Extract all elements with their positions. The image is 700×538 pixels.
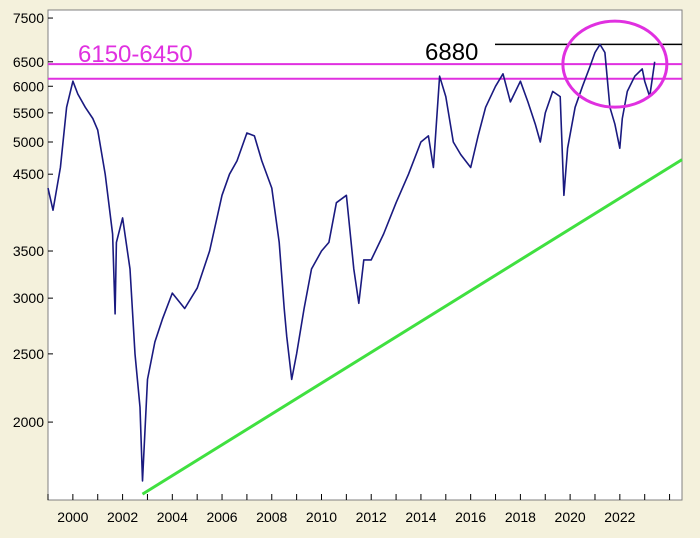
x-tick-label: 2000	[57, 509, 88, 525]
x-tick-label: 2022	[604, 509, 635, 525]
x-tick-label: 2020	[555, 509, 586, 525]
y-tick-label: 2000	[13, 414, 44, 430]
x-tick-label: 2014	[405, 509, 436, 525]
plot-area	[47, 9, 683, 501]
x-tick-label: 2016	[455, 509, 486, 525]
trendline-segment	[141, 158, 683, 496]
x-tick-label: 2012	[356, 509, 387, 525]
y-tick-label: 5500	[13, 105, 44, 121]
y-tick-label: 7500	[13, 10, 44, 26]
x-axis: 2000 2002 2004 2006 2008 2010 2012 2014 2016 2018…	[47, 494, 671, 525]
band-lines	[48, 63, 682, 80]
x-tick-label: 2010	[306, 509, 337, 525]
x-tick-label: 2004	[157, 509, 188, 525]
x-tick-label: 2006	[206, 509, 237, 525]
y-tick-label: 3000	[13, 290, 44, 306]
level-label: 6880	[425, 39, 478, 66]
trendline	[141, 158, 683, 496]
highlight-ellipse	[561, 19, 669, 109]
x-tick-label: 2002	[107, 509, 138, 525]
highlight-circle	[561, 19, 669, 109]
y-tick-label: 6000	[13, 78, 44, 94]
band-label: 6150-6450	[78, 41, 193, 68]
y-tick-label: 4500	[13, 166, 44, 182]
y-tick-label: 5000	[13, 134, 44, 150]
y-tick-label: 2500	[13, 346, 44, 362]
y-tick-label: 6500	[13, 54, 44, 70]
x-tick-label: 2008	[256, 509, 287, 525]
y-axis: 2000 2500 3000 3500 4500 5000 5500 6000 6500 7500	[13, 10, 53, 430]
x-tick-label: 2018	[505, 509, 536, 525]
y-tick-label: 3500	[13, 243, 44, 259]
